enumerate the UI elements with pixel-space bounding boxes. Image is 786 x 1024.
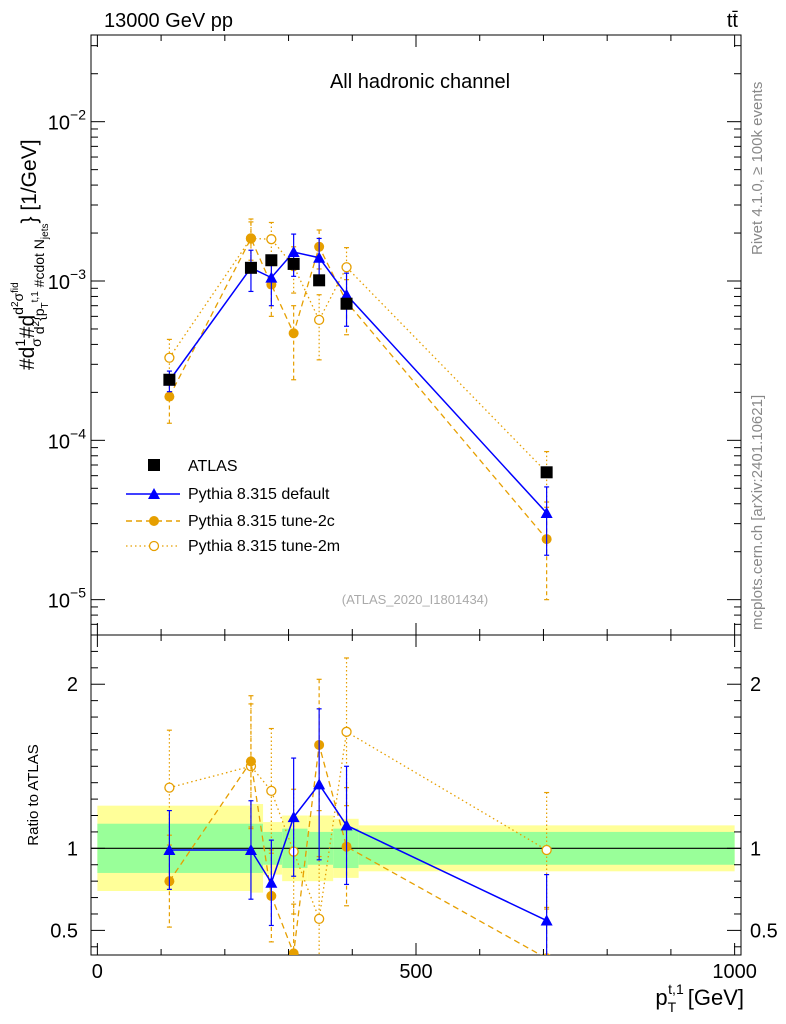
y-tick-label: 10−4 (48, 425, 86, 453)
legend-label-atlas: ATLAS (188, 458, 238, 475)
ratio-axis-label: Ratio to ATLAS (25, 744, 42, 845)
legend-entry-atlas: ATLAS (148, 458, 238, 475)
data-point-atlas (287, 257, 300, 270)
data-point-tune-2m (164, 352, 175, 363)
data-point-default (313, 778, 326, 790)
y-label-part: 1 (12, 339, 28, 347)
x-label-sup: t,1 (668, 981, 684, 997)
y-tick-label: 10−5 (48, 585, 86, 613)
data-point-atlas (163, 373, 176, 386)
y-label-part: d (31, 326, 47, 334)
y-label-part: σ (28, 338, 44, 347)
data-point-atlas (244, 261, 257, 274)
y-tick-label: 10−2 (48, 107, 86, 135)
legend-marker-atlas (148, 459, 160, 471)
legend-entry-tune-2c: Pythia 8.315 tune-2c (126, 513, 335, 530)
data-point-default (265, 876, 278, 888)
data-point-tune-2m (313, 913, 325, 925)
data-point-tune-2m (266, 234, 277, 245)
legend-entry-default: Pythia 8.315 default (126, 486, 330, 503)
data-point-default (265, 271, 278, 283)
header-energy: 13000 GeV pp (104, 10, 233, 32)
y-label-part: {p (31, 308, 47, 321)
data-point-tune-2m (313, 314, 325, 326)
data-point-default (287, 811, 300, 823)
y-label-part: T (40, 302, 51, 308)
series-line-tune-2m (168, 237, 548, 473)
data-point-default (340, 288, 353, 300)
analysis-watermark: (ATLAS_2020_I1801434) (342, 592, 488, 607)
data-point-default (340, 819, 353, 831)
ratio-tick-label: 1 (750, 838, 761, 860)
data-point-atlas (265, 254, 278, 267)
side-label-mcplots: mcplots.cern.ch [arXiv:2401.10621] (749, 395, 766, 630)
x-label-unit: [GeV] (688, 985, 744, 1010)
svg-text:#d1σ#dd2σfidd2{pTt,1 #cdot Nje: #d1σ#dd2σfidd2{pTt,1 #cdot Njets} [1/GeV… (10, 139, 51, 370)
y-label-part: jets (40, 224, 51, 241)
data-point-tune-2c (245, 756, 256, 767)
data-point-default (540, 506, 553, 518)
ratio-tick-label: 2 (750, 674, 761, 696)
data-point-tune-2c (288, 948, 299, 955)
y-tick-label: 10−3 (48, 266, 86, 294)
data-point-tune-2m (164, 782, 175, 793)
ratio-tick-label: 2 (67, 674, 78, 696)
data-point-default (540, 914, 553, 926)
legend-marker-tune-2m (148, 540, 160, 552)
y-label-part: #d (16, 315, 39, 338)
axes: 0 500 1000 10−5 10−4 10−3 10−2 0.5 0.5 1 1 2 2 (48, 35, 778, 983)
header-process: tt̄ (727, 10, 739, 32)
chart-title: All hadronic channel (330, 71, 510, 93)
data-point-atlas (313, 274, 326, 287)
y-label-part: #d (16, 347, 39, 370)
legend: ATLAS Pythia 8.315 default Pythia 8.315 … (126, 458, 340, 555)
y-label-part: 2 (10, 301, 21, 307)
ratio-tick-label: 1 (67, 838, 78, 860)
y-label-part: fid (10, 282, 21, 293)
data-point-tune-2c (288, 328, 299, 339)
ratio-series-layer (163, 657, 553, 955)
data-point-default (287, 246, 300, 258)
data-point-tune-2m (541, 844, 552, 856)
ratio-tick-label: 0.5 (50, 920, 78, 942)
x-axis-label: pTt,1 [GeV] (655, 981, 744, 1015)
ratio-panel-frame (90, 634, 742, 956)
legend-label-tune-2m: Pythia 8.315 tune-2m (188, 538, 340, 555)
data-point-atlas (340, 297, 353, 310)
x-label-sub: T (668, 999, 677, 1015)
data-point-atlas (540, 466, 553, 479)
data-point-default (163, 843, 176, 855)
x-tick-label: 500 (399, 961, 432, 983)
legend-entry-tune-2m: Pythia 8.315 tune-2m (126, 538, 340, 555)
x-tick-label: 1000 (712, 961, 757, 983)
side-label-rivet: Rivet 4.1.0, ≥ 100k events (749, 82, 766, 255)
main-series-layer (163, 218, 553, 601)
data-point-tune-2m (341, 726, 352, 737)
svg-text:pTt,1[GeV]: pTt,1 [GeV] (655, 981, 744, 1015)
data-point-default (313, 251, 326, 263)
legend-label-tune-2c: Pythia 8.315 tune-2c (188, 513, 335, 530)
legend-marker-tune-2c (149, 516, 159, 526)
y-label-part: #cdot N (31, 239, 47, 291)
x-tick-label: 0 (92, 961, 103, 983)
legend-marker-default (148, 488, 160, 499)
y-axis-label: #d1σ#dd2σfidd2{pTt,1 #cdot Njets} [1/GeV… (10, 139, 51, 370)
ratio-uncertainty-bands (91, 804, 741, 893)
data-point-tune-2m (266, 785, 277, 797)
y-label-part: 2 (31, 320, 42, 326)
legend-label-default: Pythia 8.315 default (188, 486, 330, 503)
y-label-part: σ (10, 292, 26, 301)
data-point-tune-2c (245, 233, 256, 244)
data-point-tune-2c (164, 391, 175, 402)
data-point-default (244, 843, 257, 855)
y-label-part: } [1/GeV] (18, 139, 41, 223)
y-label-part: t,1 (30, 291, 41, 303)
ratio-tick-label: 0.5 (750, 920, 778, 942)
y-label-part: d (10, 307, 26, 315)
x-label-main: p (655, 985, 667, 1010)
data-point-tune-2m (341, 262, 352, 273)
